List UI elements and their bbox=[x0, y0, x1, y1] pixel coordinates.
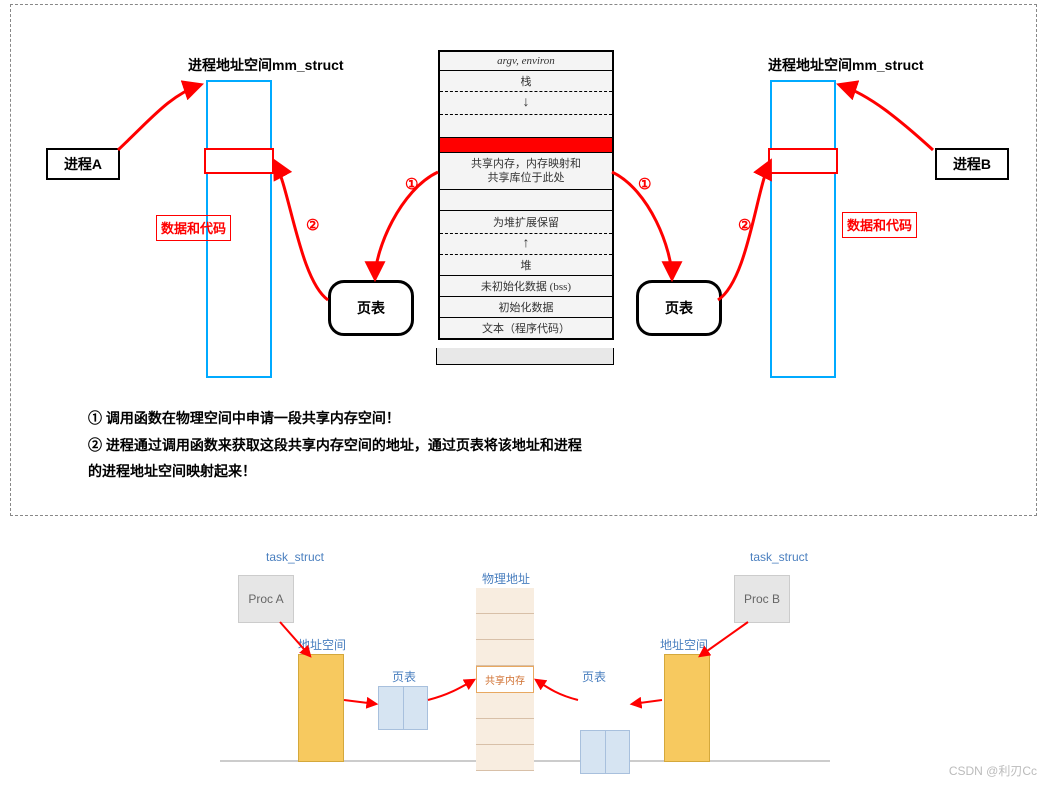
mm-struct-right-band bbox=[768, 148, 838, 174]
mem-text: 文本（程序代码） bbox=[440, 318, 612, 338]
pgtbl-box-right bbox=[580, 730, 630, 774]
process-b-box: 进程B bbox=[935, 148, 1009, 180]
mem-shared: 共享内存，内存映射和 共享库位于此处 bbox=[440, 153, 612, 190]
mem-shared-line1: 共享内存，内存映射和 bbox=[471, 157, 581, 171]
mem-gap1 bbox=[440, 115, 612, 138]
phys-cell bbox=[476, 719, 534, 745]
process-a-box: 进程A bbox=[46, 148, 120, 180]
proc-a-gray: Proc A bbox=[238, 575, 294, 623]
mem-shared-line2: 共享库位于此处 bbox=[488, 171, 565, 185]
data-code-right-label: 数据和代码 bbox=[847, 218, 912, 233]
up-arrow-icon: ↑ bbox=[523, 236, 530, 252]
mm-struct-title-left: 进程地址空间mm_struct bbox=[188, 55, 344, 75]
phys-cell bbox=[476, 588, 534, 614]
explain-line3: 的进程地址空间映射起来！ bbox=[88, 458, 808, 485]
phys-cell bbox=[476, 745, 534, 771]
addr-space-label-left: 地址空间 bbox=[298, 636, 346, 653]
task-struct-label-left: task_struct bbox=[266, 550, 324, 564]
pgtbl-label-left: 页表 bbox=[392, 668, 416, 685]
explanation-block: ① 调用函数在物理空间中申请一段共享内存空间！ ② 进程通过调用函数来获取这段共… bbox=[88, 405, 808, 485]
mem-heap-grow: ↑ bbox=[440, 234, 612, 255]
mm-struct-right bbox=[770, 80, 836, 378]
mem-heap-reserve: 为堆扩展保留 bbox=[440, 211, 612, 234]
memory-layout: argv, environ 栈 ↓ 共享内存，内存映射和 共享库位于此处 为堆扩… bbox=[438, 50, 614, 340]
data-code-right-box: 数据和代码 bbox=[842, 212, 917, 238]
proc-a-gray-label: Proc A bbox=[248, 592, 283, 606]
process-a-label: 进程A bbox=[64, 154, 102, 174]
mem-base bbox=[436, 348, 614, 365]
mm-struct-left-band bbox=[204, 148, 274, 174]
phys-cell bbox=[476, 693, 534, 719]
explain-line2: ② 进程通过调用函数来获取这段共享内存空间的地址，通过页表将该地址和进程 bbox=[88, 432, 808, 459]
circnum-1-left: ① bbox=[405, 175, 418, 193]
mem-argv: argv, environ bbox=[440, 52, 612, 71]
mem-stack: 栈 bbox=[440, 71, 612, 92]
phys-label: 物理地址 bbox=[482, 570, 530, 587]
page-table-right-label: 页表 bbox=[665, 298, 693, 318]
circnum-2-left: ② bbox=[306, 216, 319, 234]
phys-cell bbox=[476, 640, 534, 666]
task-struct-label-right: task_struct bbox=[750, 550, 808, 564]
mem-gap2 bbox=[440, 190, 612, 211]
mm-struct-title-right: 进程地址空间mm_struct bbox=[768, 55, 924, 75]
phys-shared-cell: 共享内存 bbox=[476, 666, 534, 693]
watermark: CSDN @利刃Cc bbox=[949, 762, 1037, 779]
addr-space-box-right bbox=[664, 654, 710, 762]
proc-b-gray: Proc B bbox=[734, 575, 790, 623]
mem-init: 初始化数据 bbox=[440, 297, 612, 318]
mem-stack-grow: ↓ bbox=[440, 92, 612, 115]
circnum-1-right: ① bbox=[638, 175, 651, 193]
mem-bss: 未初始化数据 (bss) bbox=[440, 276, 612, 297]
data-code-left-label: 数据和代码 bbox=[161, 221, 226, 236]
explain-line1: ① 调用函数在物理空间中申请一段共享内存空间！ bbox=[88, 405, 808, 432]
addr-space-box-left bbox=[298, 654, 344, 762]
pgtbl-box-left bbox=[378, 686, 428, 730]
page-table-right: 页表 bbox=[636, 280, 722, 336]
mem-red-band bbox=[440, 138, 612, 153]
data-code-left-box: 数据和代码 bbox=[156, 215, 231, 241]
phys-cell bbox=[476, 614, 534, 640]
phys-column: 共享内存 bbox=[476, 588, 534, 771]
pgtbl-label-right: 页表 bbox=[582, 668, 606, 685]
page-table-left: 页表 bbox=[328, 280, 414, 336]
circnum-2-right: ② bbox=[738, 216, 751, 234]
process-b-label: 进程B bbox=[953, 154, 991, 174]
mem-heap: 堆 bbox=[440, 255, 612, 276]
addr-space-label-right: 地址空间 bbox=[660, 636, 708, 653]
down-arrow-icon: ↓ bbox=[523, 95, 530, 111]
proc-b-gray-label: Proc B bbox=[744, 592, 780, 606]
page-table-left-label: 页表 bbox=[357, 298, 385, 318]
